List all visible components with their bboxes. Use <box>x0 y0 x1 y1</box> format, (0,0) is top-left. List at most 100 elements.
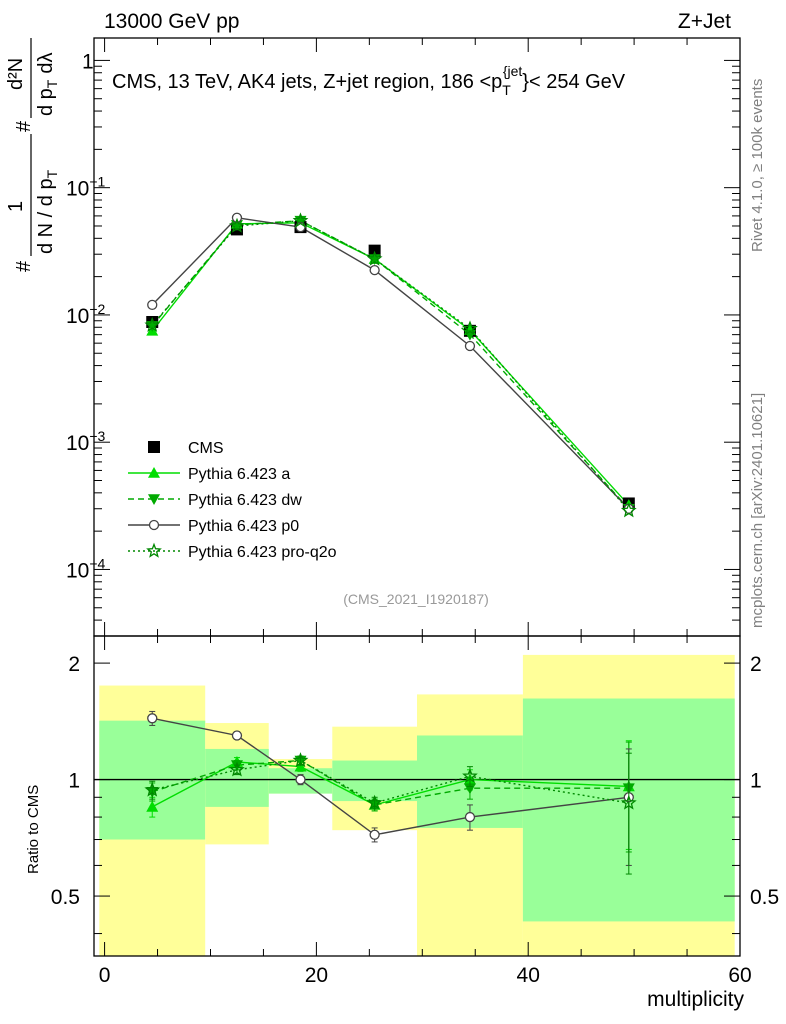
series-3-ratio-point <box>292 752 309 768</box>
main-series-lines <box>151 217 630 512</box>
legend: CMS Pythia 6.423 a Pythia 6.423 dw Pythia 6… <box>128 440 337 561</box>
series-2-point <box>464 340 476 352</box>
y-tick-label-2: 10−2 <box>66 301 106 328</box>
x-axis-label: multiplicity <box>647 988 744 1011</box>
x-tick-label-2: 40 <box>517 964 540 987</box>
legend-marker-2 <box>148 519 160 531</box>
ratio-series-lines <box>151 717 629 836</box>
x-tick-labels: 0 20 40 60 <box>99 964 752 987</box>
series-3-point <box>292 212 309 228</box>
band-inner-3 <box>332 760 417 802</box>
svg-text:d²N: d²N <box>5 58 27 90</box>
ylabel-dpT: d p <box>35 88 57 116</box>
y-tick-label-base: 1 <box>82 50 94 73</box>
chart-title-tail: }< 254 GeV <box>522 71 626 93</box>
series-0-ratio-point <box>146 800 159 812</box>
ylabel-hash-1: # <box>13 260 35 272</box>
chart-title: CMS, 13 TeV, AK4 jets, Z+jet region, 186… <box>112 63 626 98</box>
ratio-series-markers <box>144 710 637 875</box>
svg-text:d N / d pT: d N / d pT <box>35 169 60 254</box>
y-tick-label-base: 10 <box>66 559 89 582</box>
ratio-tick-label-left-1: 1 <box>68 770 80 793</box>
x-tick-label-1: 20 <box>305 964 328 987</box>
series-2-point <box>147 299 158 311</box>
legend-marker-3 <box>146 542 162 558</box>
rivet-credit: Rivet 4.1.0, ≥ 100k events <box>749 79 766 252</box>
series-2-point <box>369 264 380 276</box>
svg-text:#: # <box>13 260 35 272</box>
series-3-point <box>620 502 637 518</box>
chart-title-main: CMS, 13 TeV, AK4 jets, Z+jet region, 186… <box>112 71 502 93</box>
series-3-ratio-point <box>462 768 478 783</box>
series-2-point <box>231 212 243 223</box>
y-tick-label-0: 1 <box>82 50 94 73</box>
y-tick-label-3: 10−3 <box>66 428 106 455</box>
svg-text:1: 1 <box>5 201 27 212</box>
legend-label-1: Pythia 6.423 dw <box>188 492 302 509</box>
header-process: Z+Jet <box>678 10 731 33</box>
ylabel-dN: d N / d p <box>35 178 57 254</box>
series-1-point <box>230 220 243 231</box>
ylabel-d2N: d²N <box>5 58 27 90</box>
series-2-ratio-point <box>464 811 476 823</box>
ratio-uncertainty-bands <box>99 654 735 956</box>
svg-text:d pTdλ: d pTdλ <box>35 53 60 117</box>
ylabel-one: 1 <box>5 201 27 212</box>
ratio-y-axis-label: Ratio to CMS <box>25 785 42 874</box>
y-axis-label: # 1 d N / d pT # d²N d pTdλ <box>5 38 60 272</box>
ratio-line-series-1 <box>151 759 629 806</box>
x-tick-label-0: 0 <box>99 964 111 987</box>
header-energy: 13000 GeV pp <box>104 10 239 33</box>
legend-marker-1 <box>148 494 160 505</box>
series-2-ratio-point <box>147 713 158 724</box>
series-1-point <box>146 321 159 332</box>
legend-marker-0 <box>148 467 160 478</box>
ratio-tick-label-right-0: 2 <box>750 653 762 676</box>
svg-text:#: # <box>13 120 35 132</box>
series-3-ratio-point <box>620 794 637 810</box>
y-tick-label-exp: −2 <box>89 301 105 317</box>
series-3-ratio-point <box>366 794 383 810</box>
series-3-point <box>366 250 383 266</box>
y-tick-label-base: 10 <box>66 432 89 455</box>
ratio-frame-rect <box>93 635 741 957</box>
x-tick-label-3: 60 <box>728 964 751 987</box>
ylabel-hash-2: # <box>13 120 35 132</box>
y-tick-label-base: 10 <box>66 178 89 201</box>
ylabel-T2: T <box>44 79 60 88</box>
legend-label-0: Pythia 6.423 a <box>188 466 290 483</box>
ratio-tick-label-left-0: 2 <box>68 653 80 676</box>
main-line-series-0 <box>151 222 630 506</box>
series-3-point <box>144 316 161 332</box>
series-3-ratio-point <box>144 781 161 797</box>
legend-marker-data <box>148 441 160 453</box>
ratio-tick-label-right-1: 1 <box>750 770 762 793</box>
y-tick-label-exp: −4 <box>89 555 105 571</box>
legend-label-data: CMS <box>188 440 224 457</box>
chart-title-sub: T <box>502 82 511 98</box>
main-series-markers <box>144 212 637 518</box>
main-line-series-3 <box>151 219 630 512</box>
series-2-ratio-point <box>231 730 243 741</box>
mcplots-credit: mcplots.cern.ch [arXiv:2401.10621] <box>749 393 766 628</box>
y-tick-label-4: 10−4 <box>66 555 106 582</box>
series-2-ratio-point <box>295 774 306 785</box>
ratio-tick-label-right-2: 0.5 <box>750 886 779 909</box>
ratio-line-series-2 <box>152 717 629 836</box>
data-point <box>368 244 381 257</box>
series-3-point <box>462 320 478 336</box>
legend-label-2: Pythia 6.423 p0 <box>188 518 299 535</box>
y-tick-label-exp: −3 <box>89 428 105 444</box>
main-line-series-2 <box>151 217 630 510</box>
y-tick-label-exp: −1 <box>89 174 105 190</box>
ylabel-dlambda: dλ <box>35 53 57 74</box>
ylabel-T1: T <box>44 169 60 178</box>
chart-title-sup: {jet <box>503 63 523 79</box>
main-panel: 110−110−210−310−4 <box>66 37 741 637</box>
legend-label-3: Pythia 6.423 pro-q2o <box>188 544 337 561</box>
series-3-ratio-point <box>229 761 245 777</box>
y-tick-label-base: 10 <box>66 305 89 328</box>
ratio-tick-label-left-2: 0.5 <box>51 886 80 909</box>
y-tick-label-1: 10−1 <box>66 174 106 201</box>
